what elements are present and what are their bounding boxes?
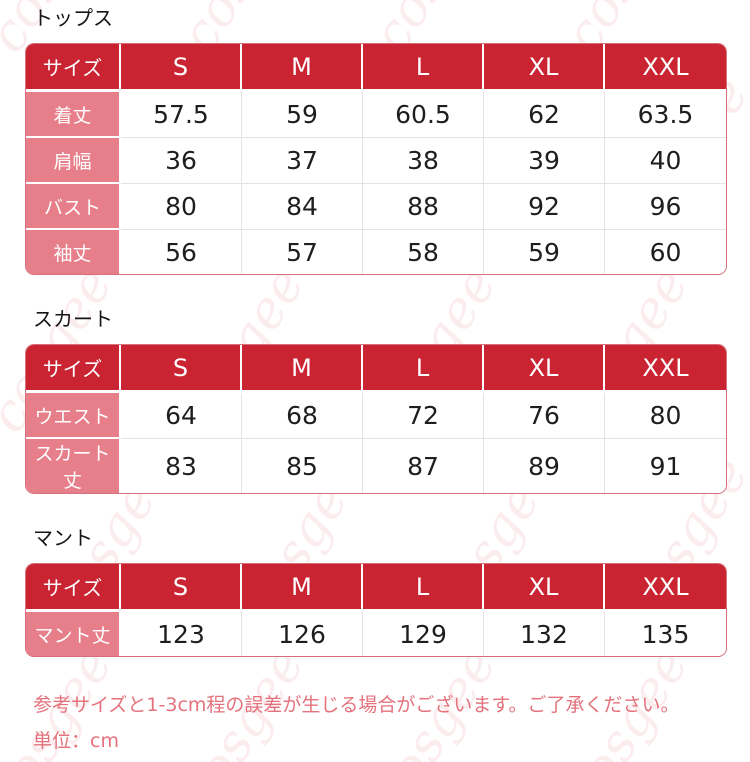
column-header: XL: [484, 44, 605, 92]
size-header-label: サイズ: [26, 44, 121, 92]
size-value-cell: 129: [363, 612, 484, 656]
row-label: 袖丈: [26, 230, 121, 274]
size-value-cell: 37: [242, 138, 363, 184]
column-header: L: [363, 564, 484, 612]
size-value-cell: 56: [121, 230, 242, 274]
size-table-section: スカート サイズ S M L XL XXL ウエスト 64 68 72 76 80 スカート丈 83 85 87…: [25, 306, 727, 494]
size-value-cell: 84: [242, 184, 363, 230]
size-value-cell: 59: [242, 92, 363, 138]
size-value-cell: 57.5: [121, 92, 242, 138]
row-label: ウエスト: [26, 393, 121, 439]
row-label: バスト: [26, 184, 121, 230]
size-table: サイズ S M L XL XXL マント丈 123 126 129 132 135: [26, 564, 726, 656]
size-tables-container: トップス サイズ S M L XL XXL 着丈 57.5 59 60.5 62 63.5 肩幅 36 37 3…: [25, 5, 727, 657]
size-tolerance-note: 参考サイズと1-3cm程の誤差が生じる場合がございます。ご了承ください。: [33, 694, 680, 716]
column-header: L: [363, 345, 484, 393]
size-value-cell: 64: [121, 393, 242, 439]
header-row: サイズ S M L XL XXL: [26, 345, 726, 393]
size-value-cell: 59: [484, 230, 605, 274]
size-value-cell: 135: [605, 612, 726, 656]
table-title: マント: [33, 526, 93, 550]
column-header: XXL: [605, 44, 726, 92]
size-value-cell: 58: [363, 230, 484, 274]
column-header: XL: [484, 345, 605, 393]
table-row: 着丈 57.5 59 60.5 62 63.5: [26, 92, 726, 138]
size-value-cell: 87: [363, 439, 484, 493]
size-table-section: マント サイズ S M L XL XXL マント丈 123 126 129 132 135: [25, 525, 727, 657]
size-value-cell: 96: [605, 184, 726, 230]
table-row: 肩幅 36 37 38 39 40: [26, 138, 726, 184]
unit-note: 単位：cm: [33, 730, 119, 752]
row-label: マント丈: [26, 612, 121, 656]
size-value-cell: 83: [121, 439, 242, 493]
size-value-cell: 76: [484, 393, 605, 439]
column-header: S: [121, 44, 242, 92]
header-row: サイズ S M L XL XXL: [26, 44, 726, 92]
column-header: M: [242, 564, 363, 612]
size-value-cell: 80: [121, 184, 242, 230]
column-header: M: [242, 44, 363, 92]
column-header: M: [242, 345, 363, 393]
size-table-section: トップス サイズ S M L XL XXL 着丈 57.5 59 60.5 62 63.5 肩幅 36 37 3…: [25, 5, 727, 275]
size-value-cell: 39: [484, 138, 605, 184]
size-value-cell: 38: [363, 138, 484, 184]
table-title: トップス: [33, 6, 113, 30]
table-row: マント丈 123 126 129 132 135: [26, 612, 726, 656]
size-value-cell: 80: [605, 393, 726, 439]
row-label: スカート丈: [26, 439, 121, 493]
size-value-cell: 60: [605, 230, 726, 274]
size-value-cell: 72: [363, 393, 484, 439]
size-value-cell: 92: [484, 184, 605, 230]
size-value-cell: 123: [121, 612, 242, 656]
size-table: サイズ S M L XL XXL 着丈 57.5 59 60.5 62 63.5 肩幅 36 37 38 39 4…: [26, 44, 726, 274]
table-row: 袖丈 56 57 58 59 60: [26, 230, 726, 274]
size-header-label: サイズ: [26, 564, 121, 612]
size-value-cell: 68: [242, 393, 363, 439]
size-table-frame: サイズ S M L XL XXL マント丈 123 126 129 132 135: [25, 563, 727, 657]
table-row: バスト 80 84 88 92 96: [26, 184, 726, 230]
column-header: XL: [484, 564, 605, 612]
size-table-frame: サイズ S M L XL XXL 着丈 57.5 59 60.5 62 63.5 肩幅 36 37 38 39 4…: [25, 43, 727, 275]
footer-notes: 参考サイズと1-3cm程の誤差が生じる場合がございます。ご了承ください。 単位：…: [33, 693, 727, 754]
size-value-cell: 60.5: [363, 92, 484, 138]
size-value-cell: 85: [242, 439, 363, 493]
header-row: サイズ S M L XL XXL: [26, 564, 726, 612]
size-header-label: サイズ: [26, 345, 121, 393]
size-table: サイズ S M L XL XXL ウエスト 64 68 72 76 80 スカート丈 83 85 87 89 91: [26, 345, 726, 493]
size-value-cell: 63.5: [605, 92, 726, 138]
size-value-cell: 57: [242, 230, 363, 274]
size-table-frame: サイズ S M L XL XXL ウエスト 64 68 72 76 80 スカート丈 83 85 87 89 91: [25, 344, 727, 494]
size-value-cell: 36: [121, 138, 242, 184]
size-value-cell: 91: [605, 439, 726, 493]
row-label: 肩幅: [26, 138, 121, 184]
row-label: 着丈: [26, 92, 121, 138]
column-header: L: [363, 44, 484, 92]
column-header: S: [121, 345, 242, 393]
table-row: スカート丈 83 85 87 89 91: [26, 439, 726, 493]
size-value-cell: 88: [363, 184, 484, 230]
table-title: スカート: [33, 307, 113, 331]
column-header: XXL: [605, 345, 726, 393]
size-value-cell: 132: [484, 612, 605, 656]
size-value-cell: 89: [484, 439, 605, 493]
column-header: S: [121, 564, 242, 612]
size-value-cell: 40: [605, 138, 726, 184]
size-value-cell: 62: [484, 92, 605, 138]
column-header: XXL: [605, 564, 726, 612]
size-value-cell: 126: [242, 612, 363, 656]
table-row: ウエスト 64 68 72 76 80: [26, 393, 726, 439]
